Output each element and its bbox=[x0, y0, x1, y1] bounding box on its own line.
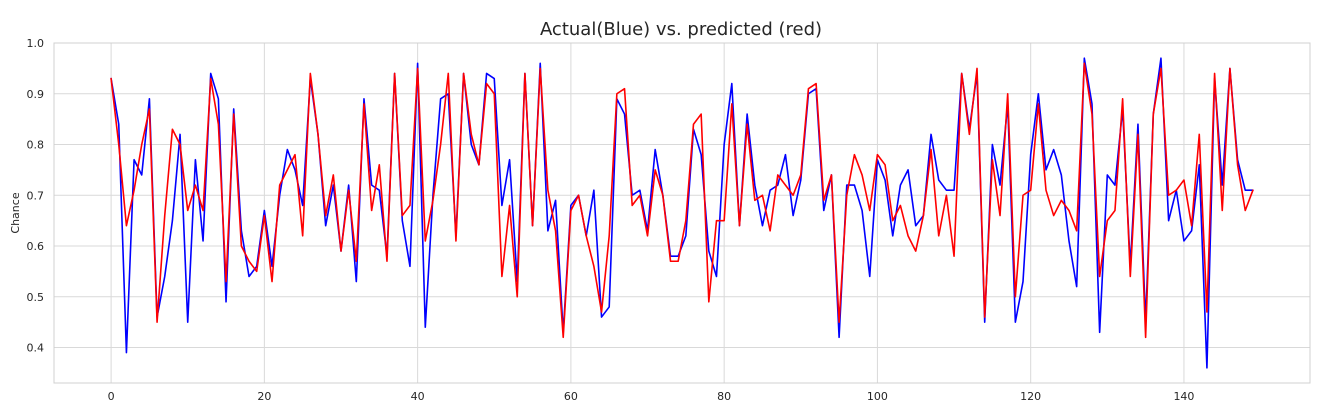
x-tick-label: 40 bbox=[411, 390, 425, 403]
y-tick-label: 0.7 bbox=[27, 189, 45, 202]
x-axis-ticks: 0 20 40 60 80 100 120 140 bbox=[108, 390, 1195, 403]
y-axis-label: Chance bbox=[9, 192, 22, 233]
x-tick-label: 20 bbox=[257, 390, 271, 403]
y-tick-label: 0.4 bbox=[27, 342, 45, 355]
y-tick-label: 0.5 bbox=[27, 291, 45, 304]
x-tick-label: 60 bbox=[564, 390, 578, 403]
grid bbox=[54, 42, 1310, 383]
y-tick-label: 0.6 bbox=[27, 240, 45, 253]
y-tick-label: 0.9 bbox=[27, 88, 45, 101]
x-tick-label: 120 bbox=[1020, 390, 1041, 403]
x-tick-label: 140 bbox=[1173, 390, 1194, 403]
plot-frame bbox=[53, 42, 1311, 384]
chart-title: Actual(Blue) vs. predicted (red) bbox=[540, 19, 822, 40]
x-tick-label: 0 bbox=[108, 390, 115, 403]
y-tick-label: 0.8 bbox=[27, 139, 45, 152]
x-tick-label: 100 bbox=[867, 390, 888, 403]
series-group bbox=[110, 57, 1254, 369]
y-axis-ticks: 0.4 0.5 0.6 0.7 0.8 0.9 1.0 bbox=[27, 37, 45, 355]
plot-border bbox=[53, 42, 1311, 384]
x-tick-label: 80 bbox=[717, 390, 731, 403]
actual-series-line bbox=[110, 57, 1254, 369]
y-tick-label: 1.0 bbox=[27, 37, 45, 50]
predicted-series-line bbox=[110, 62, 1254, 339]
